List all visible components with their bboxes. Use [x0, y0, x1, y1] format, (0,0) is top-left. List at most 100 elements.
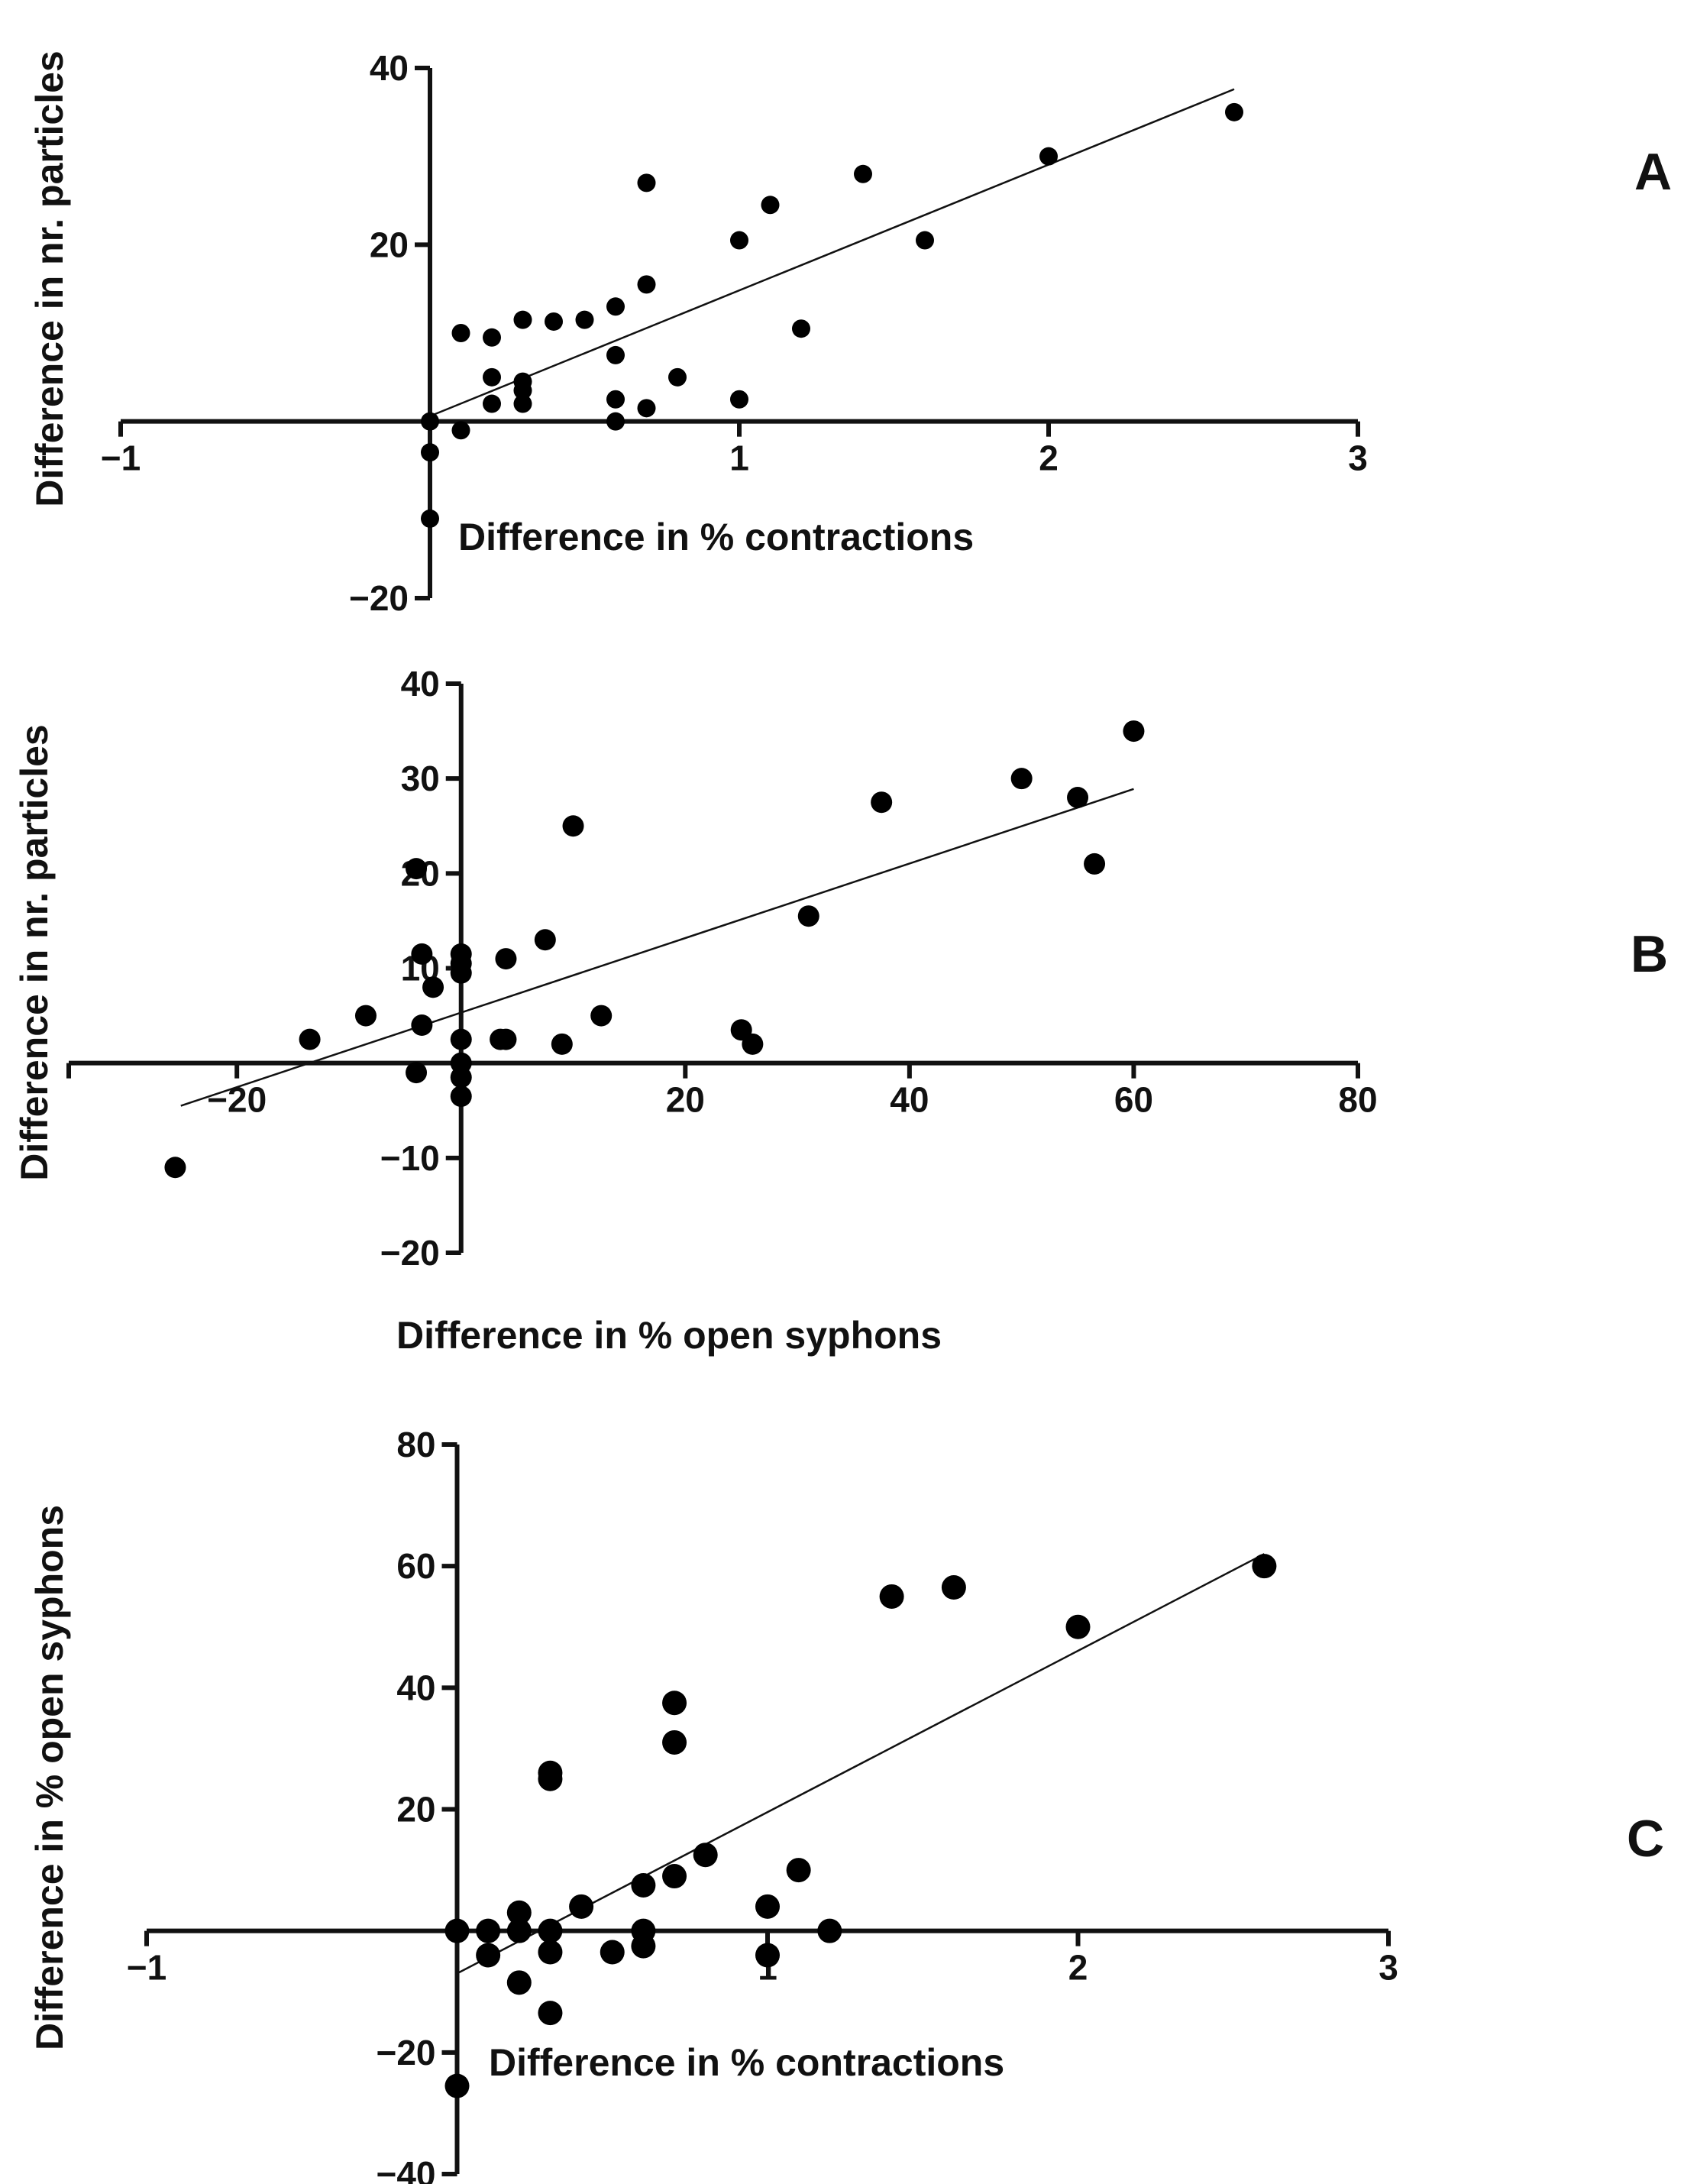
panel-a-data-point — [513, 310, 532, 329]
panel-a-data-point — [483, 328, 501, 347]
panel-c-y-tick-label: −20 — [376, 2033, 435, 2072]
panel-a-x-axis-title: Difference in % contractions — [458, 516, 974, 558]
panel-c-y-tick-label: −40 — [376, 2154, 435, 2184]
panel-b-fit-line — [180, 788, 1134, 1107]
panel-a-points — [421, 102, 1243, 528]
panel-c-data-point — [662, 1729, 687, 1755]
panel-b-data-point — [1123, 720, 1145, 743]
panel-b-data-point — [562, 815, 584, 837]
panel-a-data-point — [730, 390, 748, 409]
panel-c-data-point — [786, 1858, 811, 1883]
panel-c-label: C — [1627, 1810, 1664, 1868]
panel-a-data-point — [606, 345, 625, 364]
panel-c-data-point — [755, 1894, 780, 1919]
panel-b-y-axis-title: Difference in nr. particles — [13, 724, 56, 1180]
panel-c-data-point — [817, 1918, 842, 1943]
panel-a-data-point — [421, 412, 439, 431]
panel-a-data-point — [483, 367, 501, 387]
panel-a-data-point — [916, 231, 934, 250]
panel-b-label: B — [1631, 925, 1668, 983]
panel-b-data-point — [495, 948, 517, 970]
panel-a-data-point — [668, 367, 687, 387]
panel-b-ticks — [66, 681, 1360, 1255]
panel-a-data-point — [637, 399, 656, 418]
panel-a-data-point — [1039, 147, 1058, 166]
panel-c-data-point — [662, 1691, 687, 1716]
panel-b-data-point — [299, 1028, 321, 1050]
panel-c-data-point — [444, 2073, 470, 2098]
panel-c-data-point — [476, 1918, 501, 1943]
panel-c-x-tick-label: 2 — [1068, 1948, 1088, 1988]
panel-c-data-point — [662, 1864, 687, 1889]
panel-a-ticks — [118, 66, 1360, 600]
panel-b-x-tick-label: 20 — [666, 1080, 705, 1120]
panel-a-data-point — [761, 196, 780, 215]
panel-b-data-point — [534, 929, 556, 951]
panel-a-data-point — [575, 310, 594, 329]
panel-c-data-point — [631, 1872, 656, 1898]
panel-b-y-tick-label: −20 — [380, 1233, 440, 1273]
panel-a-x-tick-label: 3 — [1348, 438, 1368, 478]
panel-a-y-tick-label: 20 — [370, 225, 409, 264]
panel-a-x-tick-label: −1 — [101, 438, 141, 478]
panel-c-x-tick-label: −1 — [127, 1948, 166, 1988]
panel-a-data-point — [730, 231, 748, 250]
panel-c-data-point — [600, 1940, 625, 1965]
panel-b-y-tick-label: 40 — [401, 664, 440, 704]
panel-b-points — [164, 720, 1145, 1179]
panel-c-data-point — [1065, 1614, 1091, 1639]
panel-c-data-point — [941, 1575, 966, 1600]
panel-b-data-point — [406, 858, 428, 880]
panel-a-data-point — [792, 319, 810, 338]
panel-b-data-point — [450, 1066, 472, 1089]
panel-c-data-point — [444, 1918, 470, 1943]
panel-c-y-tick-label: 80 — [396, 1425, 435, 1464]
panel-c-data-point — [1252, 1554, 1277, 1579]
panel-a-y-tick-label: 40 — [370, 48, 409, 88]
panel-b-x-tick-label: 80 — [1338, 1080, 1377, 1120]
panel-a-data-point — [451, 421, 470, 440]
panel-a-x-tick-label: 1 — [729, 438, 749, 478]
panel-a-data-point — [1225, 102, 1243, 121]
panel-c-data-point — [755, 1943, 780, 1968]
panel-a-x-tick-label: 2 — [1039, 438, 1059, 478]
panel-b-data-point — [495, 1028, 517, 1050]
panel-b-data-point — [1084, 853, 1106, 875]
panel-b-data-point — [450, 962, 472, 984]
panel-c-data-point — [879, 1584, 904, 1609]
panel-a-data-point — [606, 412, 625, 431]
panel-a-data-point — [637, 275, 656, 294]
panel-a-label: A — [1634, 143, 1672, 201]
panel-b-data-point — [422, 976, 444, 998]
panel-a-data-point — [421, 509, 439, 528]
panel-c-y-tick-label: 40 — [396, 1668, 435, 1707]
panel-c-y-tick-label: 20 — [396, 1790, 435, 1830]
panel-a-data-point — [451, 324, 470, 342]
panel-c-x-tick-label: 3 — [1379, 1948, 1398, 1988]
panel-a-data-point — [513, 394, 532, 413]
panel-b-y-tick-label: 30 — [401, 759, 440, 798]
panel-c-data-point — [631, 1933, 656, 1959]
panel-c-data-point — [538, 1760, 563, 1785]
panel-a-data-point — [513, 381, 532, 400]
panel-c-data-point — [538, 1940, 563, 1965]
panel-a-data-point — [606, 297, 625, 316]
panel-c-data-point — [476, 1943, 501, 1968]
panel-c-data-point — [538, 1918, 563, 1943]
panel-b-axes — [69, 684, 1358, 1253]
panel-a-fit-line — [429, 88, 1235, 417]
panel-c-data-point — [506, 1900, 532, 1925]
panel-a: −1 1 2 3 −20 20 40 Difference in % contraction… — [28, 48, 1672, 618]
panel-a-data-point — [545, 312, 563, 331]
panel-c-data-point — [569, 1894, 594, 1919]
panel-b-data-point — [354, 1005, 377, 1027]
panel-c-data-point — [538, 2001, 563, 2026]
panel-b-data-point — [551, 1033, 573, 1055]
panel-b-data-point — [450, 1086, 472, 1108]
panel-b-x-tick-label: 40 — [890, 1080, 929, 1120]
panel-b-data-point — [450, 1028, 472, 1050]
